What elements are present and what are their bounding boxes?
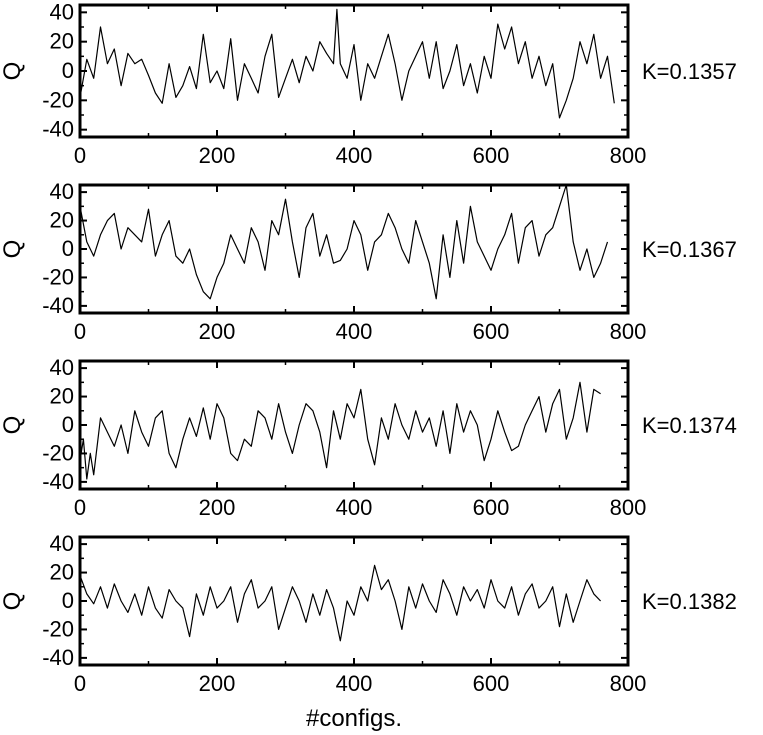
- series-line: [79, 381, 601, 480]
- y-axis-label: Q: [0, 62, 26, 81]
- x-tick-label: 0: [74, 495, 86, 520]
- plot-frame: [78, 3, 630, 139]
- x-tick-label: 800: [610, 143, 647, 168]
- chart-panel-3: 0 200 400 600 800 -40 -20 0 20 40 Q K=0.1374: [0, 355, 737, 520]
- y-tick-label: 20: [50, 208, 74, 233]
- y-tick-label: 40: [50, 355, 74, 380]
- x-tick-label: 800: [610, 319, 647, 344]
- y-tick-label: -40: [42, 293, 74, 318]
- x-tick-label: 400: [336, 143, 373, 168]
- x-tick-label: 800: [610, 671, 647, 696]
- chart-panel-1: 0 200 400 600 800 -40 -20 0 20 40 Q K=0.1357: [0, 0, 737, 168]
- plot-frame: [78, 183, 630, 315]
- x-tick-label: 200: [199, 495, 236, 520]
- x-tick-label: 600: [473, 143, 510, 168]
- y-tick-label: 0: [62, 588, 74, 613]
- panel-label: K=0.1357: [642, 59, 737, 84]
- x-tick-label: 400: [336, 671, 373, 696]
- y-tick-label: -40: [42, 117, 74, 142]
- y-tick-label: 20: [50, 29, 74, 54]
- x-tick-label: 400: [336, 319, 373, 344]
- x-tick-label: 400: [336, 495, 373, 520]
- plot-frame: [78, 359, 630, 491]
- y-tick-label: -20: [42, 87, 74, 112]
- y-tick-label: -40: [42, 645, 74, 670]
- y-tick-label: 40: [50, 531, 74, 556]
- panel-label: K=0.1374: [642, 413, 737, 438]
- x-tick-label: 600: [473, 319, 510, 344]
- y-tick-label: 0: [62, 58, 74, 83]
- y-tick-label: 20: [50, 384, 74, 409]
- y-axis-label: Q: [0, 416, 26, 435]
- x-tick-label: 200: [199, 319, 236, 344]
- y-tick-label: 0: [62, 236, 74, 261]
- chart-panel-4: 0 200 400 600 800 -40 -20 0 20 40 Q K=0.1382: [0, 531, 737, 696]
- y-tick-label: -40: [42, 469, 74, 494]
- panel-label: K=0.1382: [642, 589, 737, 614]
- y-axis-label: Q: [0, 240, 26, 259]
- x-tick-label: 600: [473, 495, 510, 520]
- x-tick-label: 0: [74, 319, 86, 344]
- y-tick-label: 20: [50, 560, 74, 585]
- y-tick-label: -20: [42, 440, 74, 465]
- y-tick-label: 40: [50, 0, 74, 24]
- y-tick-label: 40: [50, 179, 74, 204]
- y-axis-label: Q: [0, 592, 26, 611]
- x-tick-label: 0: [74, 143, 86, 168]
- panel-label: K=0.1367: [642, 237, 737, 262]
- series-line: [79, 8, 615, 119]
- series-line: [79, 184, 609, 300]
- x-tick-label: 0: [74, 671, 86, 696]
- x-tick-label: 600: [473, 671, 510, 696]
- series-line: [79, 564, 602, 642]
- y-tick-label: -20: [42, 264, 74, 289]
- chart-panel-2: 0 200 400 600 800 -40 -20 0 20 40 Q K=0.1367: [0, 179, 737, 344]
- y-tick-label: -20: [42, 616, 74, 641]
- x-tick-label: 200: [199, 671, 236, 696]
- y-tick-label: 0: [62, 412, 74, 437]
- x-tick-label: 800: [610, 495, 647, 520]
- x-tick-label: 200: [199, 143, 236, 168]
- x-axis-title: #configs.: [306, 705, 402, 732]
